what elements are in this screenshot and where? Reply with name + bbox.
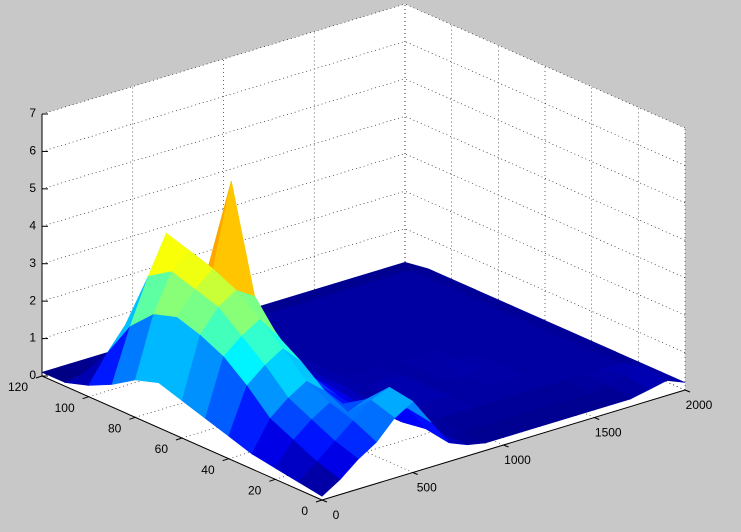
- z-tick-label: 6: [29, 144, 36, 158]
- x-tick-label: 1000: [504, 453, 531, 467]
- grid-line: [41, 228, 406, 339]
- z-tick-label: 0: [29, 368, 36, 382]
- grid-line: [41, 153, 406, 265]
- grid-line: [41, 78, 406, 190]
- y-tick-label: 100: [55, 401, 75, 415]
- x-tick-label: 2000: [686, 398, 713, 412]
- grid-line: [41, 41, 406, 152]
- z-tick-label: 5: [29, 181, 36, 195]
- x-tick: [321, 499, 328, 503]
- z-tick-label: 4: [29, 218, 36, 232]
- x-tick: [412, 472, 418, 475]
- x-tick: [594, 417, 600, 420]
- y-tick-label: 20: [248, 484, 262, 498]
- y-tick: [315, 499, 323, 503]
- z-tick-label: 2: [29, 293, 36, 307]
- y-tick: [35, 375, 43, 379]
- y-tick: [175, 437, 183, 441]
- z-tick-label: 3: [29, 256, 36, 270]
- y-tick: [129, 416, 136, 420]
- y-tick-label: 120: [8, 380, 28, 394]
- grid-line: [41, 115, 406, 227]
- x-tick-label: 0: [333, 508, 340, 522]
- y-tick: [222, 458, 229, 462]
- y-tick-label: 0: [301, 504, 308, 518]
- grid-line: [41, 3, 406, 115]
- x-tick-label: 1500: [595, 426, 622, 440]
- z-tick-label: 7: [29, 106, 36, 120]
- y-tick-label: 40: [201, 463, 215, 477]
- surface-cell: [298, 461, 341, 497]
- grid-line: [41, 190, 406, 302]
- x-tick: [503, 444, 509, 448]
- y-tick: [269, 478, 276, 482]
- x-tick: [684, 389, 691, 393]
- x-tick-label: 500: [417, 481, 437, 495]
- y-tick: [82, 396, 89, 400]
- y-tick-label: 80: [108, 422, 122, 436]
- z-tick-label: 1: [29, 331, 36, 345]
- y-tick-label: 60: [155, 442, 169, 456]
